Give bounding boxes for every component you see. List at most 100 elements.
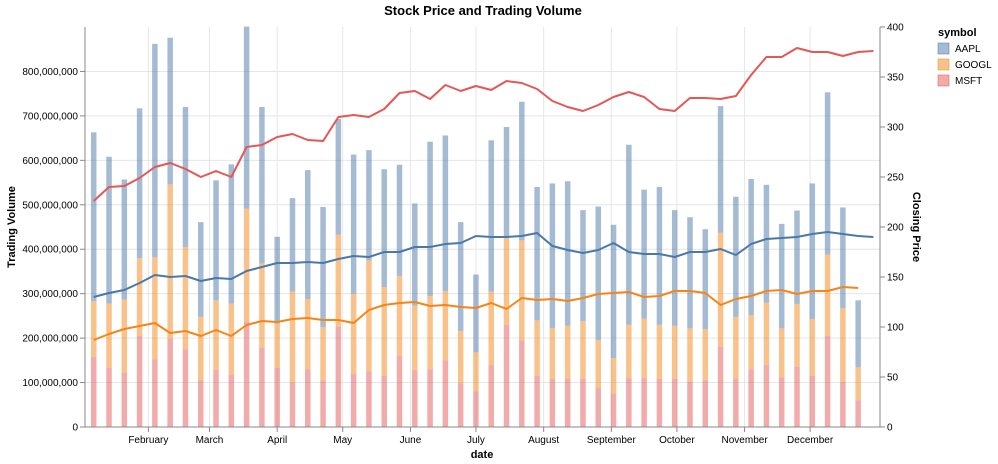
legend-title: symbol	[938, 27, 977, 39]
line-aapl	[93, 231, 874, 298]
bar-googl	[198, 316, 204, 381]
bar-googl	[564, 325, 571, 379]
y-axis-left-title: Trading Volume	[6, 186, 18, 268]
bar-msft	[243, 321, 250, 427]
bar-googl	[106, 303, 112, 368]
bar-aapl	[152, 43, 158, 258]
bar-aapl	[473, 274, 479, 353]
bar-googl	[549, 327, 556, 379]
y-tick-label: 700,000,000	[22, 111, 78, 122]
bar-googl	[687, 328, 693, 382]
bar-msft	[106, 367, 112, 427]
y2-tick-label: 150	[887, 273, 904, 284]
bar-aapl	[488, 140, 494, 292]
y2-tick-label: 200	[887, 223, 904, 234]
bar-googl	[213, 300, 219, 371]
bar-msft	[610, 393, 617, 427]
bar-aapl	[610, 224, 617, 359]
bar-msft	[503, 324, 510, 427]
x-axis-ticks: February March April May June July August Septe…	[128, 427, 834, 446]
bar-aapl	[794, 210, 800, 304]
bar-msft	[534, 375, 540, 427]
bar-googl	[412, 305, 418, 371]
bar-googl	[243, 208, 250, 322]
bar-googl	[671, 325, 678, 379]
bar-aapl	[549, 183, 556, 328]
y-tick-label: 0	[72, 423, 78, 434]
bar-googl	[366, 260, 372, 372]
y2-tick-label: 0	[887, 423, 893, 434]
bar-googl	[457, 331, 464, 384]
bar-googl	[855, 367, 861, 401]
bar-aapl	[274, 236, 280, 324]
bar-googl	[809, 319, 816, 376]
y-tick-label: 400,000,000	[22, 245, 78, 256]
bar-googl	[717, 232, 724, 347]
bar-googl	[228, 303, 235, 375]
bar-aapl	[580, 210, 586, 322]
bar-aapl	[350, 154, 357, 294]
bar-googl	[350, 293, 357, 374]
bar-googl	[259, 263, 265, 348]
bar-msft	[809, 375, 816, 427]
price-lines	[93, 47, 874, 341]
bar-aapl	[289, 198, 296, 292]
bar-aapl	[121, 179, 128, 300]
bar-aapl	[182, 107, 189, 247]
bar-googl	[152, 257, 158, 360]
bar-aapl	[855, 300, 861, 367]
bar-aapl	[305, 170, 311, 299]
bar-msft	[717, 347, 724, 427]
x-tick-label: February	[128, 435, 168, 446]
bar-aapl	[717, 106, 724, 233]
bar-aapl	[763, 184, 770, 303]
bar-googl	[763, 302, 770, 365]
bar-msft	[840, 381, 846, 427]
bar-googl	[121, 299, 128, 373]
legend-label-aapl: AAPL	[955, 44, 981, 55]
bar-msft	[182, 349, 189, 427]
bar-googl	[794, 303, 800, 367]
bar-msft	[687, 381, 693, 427]
bar-msft	[274, 367, 280, 427]
bar-googl	[335, 234, 342, 327]
line-googl	[93, 286, 859, 341]
bar-msft	[121, 372, 128, 427]
x-tick-label: July	[467, 435, 485, 446]
bar-googl	[610, 358, 617, 394]
bar-aapl	[671, 210, 678, 326]
bar-msft	[702, 380, 709, 427]
bar-aapl	[198, 222, 204, 317]
x-axis-title: date	[471, 449, 494, 461]
x-tick-label: September	[587, 435, 637, 446]
x-tick-label: December	[787, 435, 834, 446]
bar-msft	[228, 374, 235, 427]
chart-title: Stock Price and Trading Volume	[384, 3, 582, 18]
bar-googl	[503, 238, 510, 325]
bar-msft	[305, 369, 311, 427]
bar-msft	[457, 383, 464, 427]
bar-msft	[641, 378, 647, 427]
x-tick-label: August	[528, 435, 559, 446]
y2-tick-label: 250	[887, 173, 904, 184]
bar-msft	[595, 387, 602, 427]
bar-aapl	[442, 135, 449, 291]
bar-aapl	[595, 206, 602, 340]
bar-googl	[656, 324, 663, 379]
bar-aapl	[427, 141, 433, 296]
bar-msft	[442, 360, 449, 427]
x-tick-label: October	[659, 435, 695, 446]
bar-googl	[840, 308, 846, 382]
x-tick-label: November	[722, 435, 769, 446]
bar-msft	[549, 379, 556, 427]
x-tick-label: June	[400, 435, 422, 446]
bar-aapl	[809, 183, 816, 319]
y-axis-right-title: Closing Price	[910, 192, 922, 262]
bar-msft	[824, 335, 831, 427]
bar-googl	[396, 275, 403, 356]
bar-msft	[136, 335, 143, 427]
bar-googl	[442, 291, 449, 361]
bar-googl	[824, 254, 831, 336]
bar-aapl	[733, 196, 739, 317]
bar-googl	[136, 258, 143, 336]
